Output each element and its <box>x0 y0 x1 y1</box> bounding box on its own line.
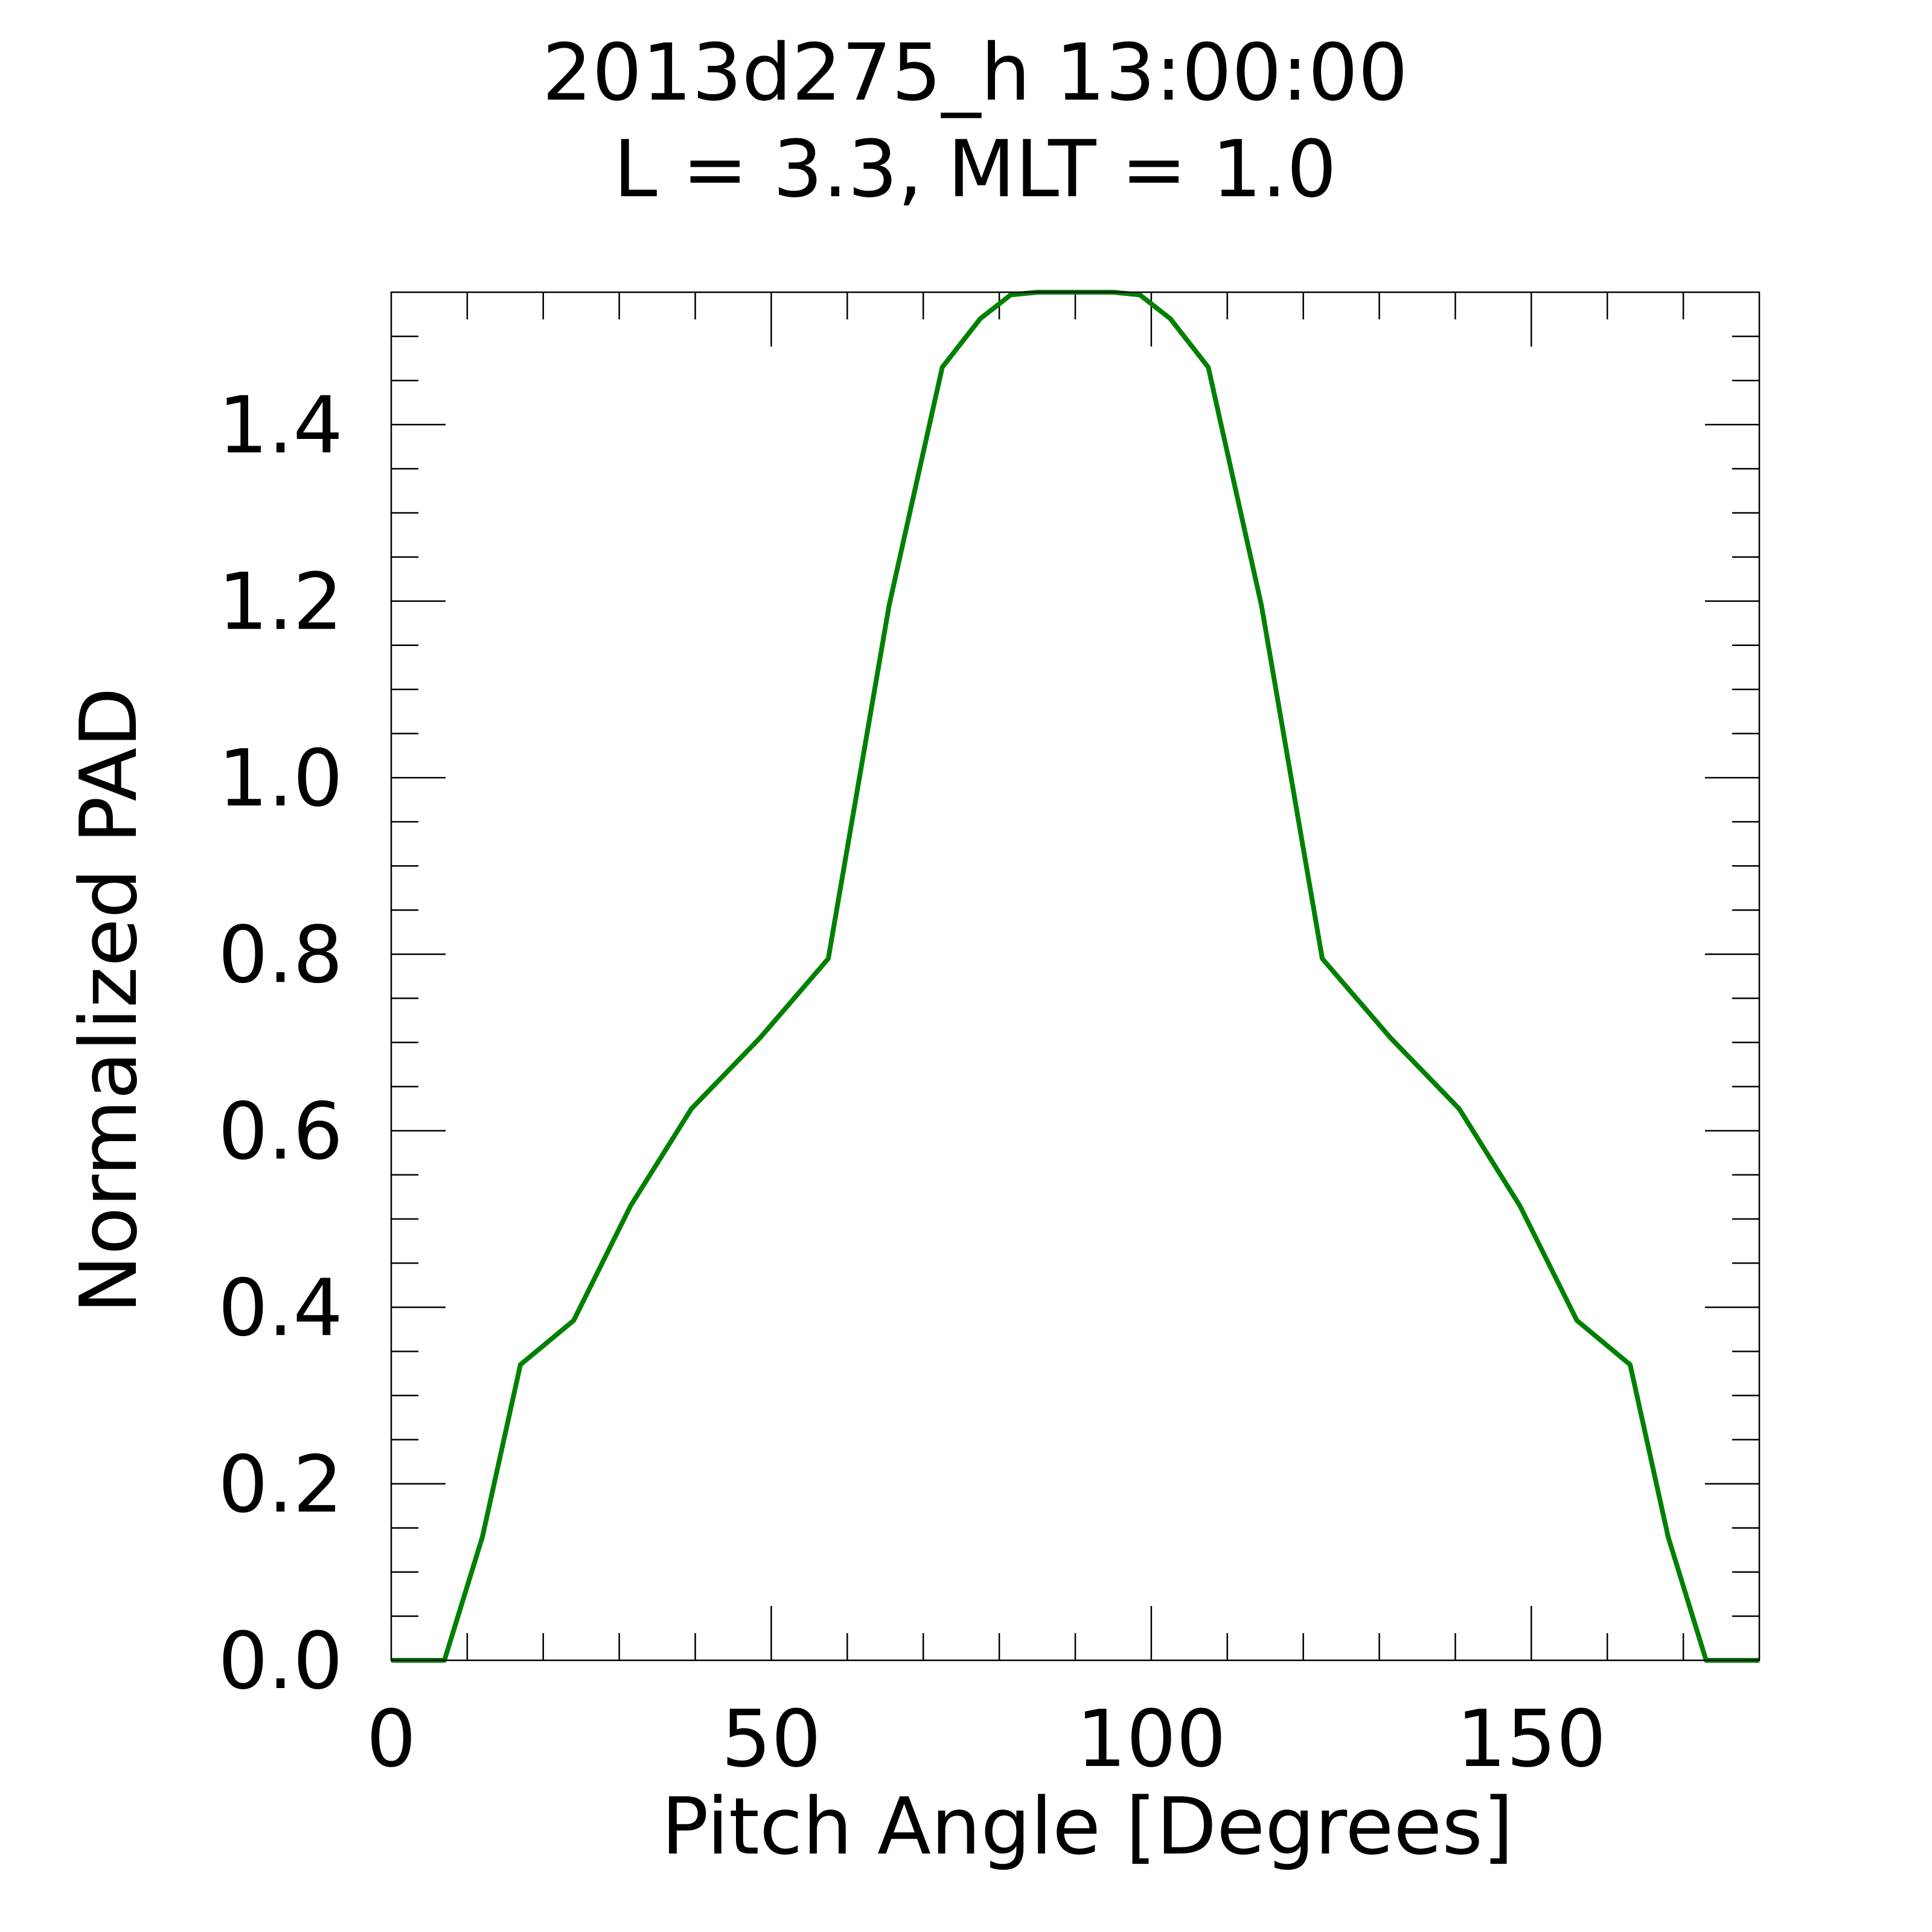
y-tick-labels: 0.0 0.2 0.4 0.6 0.8 1.0 1.2 1.4 <box>218 379 343 1707</box>
y-tick-label: 1.2 <box>218 556 343 648</box>
y-tick-label: 0.8 <box>218 909 343 1000</box>
plot-frame <box>390 291 1761 1662</box>
tick-marks <box>391 292 1759 1660</box>
y-tick-label: 1.4 <box>218 379 343 471</box>
x-tick-label: 150 <box>1456 1693 1606 1785</box>
chart-title: 2013d275_h 13:00:00 <box>542 27 1409 118</box>
y-axis-label: Normalized PAD <box>63 687 155 1314</box>
x-tick-label: 0 <box>366 1693 417 1785</box>
chart-subtitle: L = 3.3, MLT = 1.0 <box>613 123 1337 215</box>
y-tick-label: 0.0 <box>218 1615 343 1707</box>
series-line-0 <box>391 290 1759 1663</box>
x-tick-labels: 0 50 100 150 <box>366 1693 1607 1785</box>
series-layer <box>391 290 1759 1663</box>
x-tick-label: 100 <box>1076 1693 1226 1785</box>
y-tick-label: 0.2 <box>218 1439 343 1531</box>
x-tick-label: 50 <box>721 1693 821 1785</box>
y-tick-label: 1.0 <box>218 732 343 824</box>
y-tick-label: 0.6 <box>218 1086 343 1177</box>
y-tick-label: 0.4 <box>218 1262 343 1354</box>
x-axis-label: Pitch Angle [Degrees] <box>661 1780 1513 1872</box>
